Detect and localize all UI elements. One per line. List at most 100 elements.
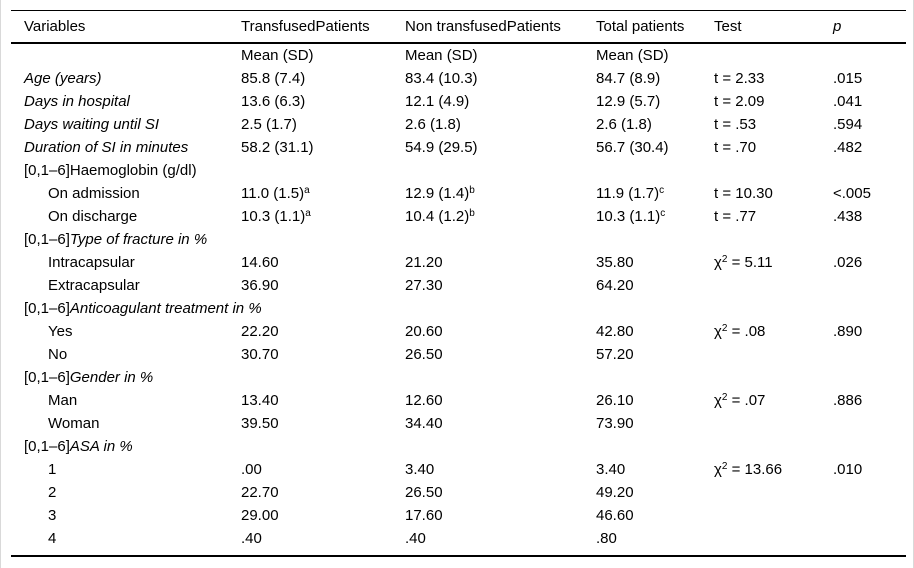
cell-p <box>833 343 906 366</box>
row-label-text: Man <box>48 392 78 409</box>
row-label-text: No <box>48 346 68 363</box>
row-label: [0,1–6]ASA in % <box>11 435 241 458</box>
cell-total: 2.6 (1.8) <box>596 116 652 133</box>
cell-transfused: 39.50 <box>241 415 279 432</box>
table-row: Intracapsular 14.60 21.20 35.80 χ2 = 5.11 .02… <box>11 251 906 274</box>
row-label: Man <box>11 389 241 412</box>
row-label: 3 <box>11 504 241 527</box>
cell-p: .890 <box>833 323 863 340</box>
cell-p: .015 <box>833 70 863 87</box>
cell-p <box>833 297 906 320</box>
cell-total: 49.20 <box>596 484 634 501</box>
cell-total: 3.40 <box>596 461 626 478</box>
cell-total: 26.10 <box>596 392 634 409</box>
cell-non-transfused: 34.40 <box>405 415 443 432</box>
row-label-text: Haemoglobin (g/dl) <box>69 162 197 179</box>
cell-test <box>714 343 833 366</box>
cell-test: t = 2.09 <box>714 93 765 110</box>
cell-non-transfused: 26.50 <box>405 346 443 363</box>
table-row: 1 .00 3.40 3.40 χ2 = 13.66 .010 <box>11 458 906 481</box>
cell-p: .438 <box>833 208 863 225</box>
row-label: Duration of SI in minutes <box>11 136 241 159</box>
row-label: On admission <box>11 182 241 205</box>
cell-transfused: Mean (SD) <box>241 47 314 64</box>
row-label-text: Days waiting until SI <box>24 116 160 133</box>
cell-non-transfused: 17.60 <box>405 507 443 524</box>
cell-test <box>714 481 833 504</box>
table-row: 4.40.40.80 <box>11 527 906 557</box>
cell-total: 35.80 <box>596 254 634 271</box>
table-row: Days in hospital 13.6 (6.3) 12.1 (4.9) 12.9… <box>11 90 906 113</box>
cell-non-transfused: 3.40 <box>405 461 435 478</box>
cell-p <box>833 527 906 557</box>
cell-test: χ2 = .08 <box>714 323 766 340</box>
cell-test: t = 10.30 <box>714 185 773 202</box>
cell-p <box>833 504 906 527</box>
cell-non-transfused: 2.6 (1.8) <box>405 116 461 133</box>
row-label: [0,1–6]Anticoagulant treatment in % <box>11 297 262 320</box>
cell-total: .80 <box>596 527 714 557</box>
cell-test <box>714 274 833 297</box>
table-row: Duration of SI in minutes 58.2 (31.1) 54.9… <box>11 136 906 159</box>
table-row: [0,1–6]Gender in % <box>11 366 906 389</box>
col-header-transfused-patients: TransfusedPatients <box>241 10 405 44</box>
cell-total: 56.7 (30.4) <box>596 139 669 156</box>
cell-transfused <box>241 228 405 251</box>
cell-p <box>833 228 906 251</box>
row-label-text: 3 <box>48 507 57 524</box>
statistics-table-figure: Variables TransfusedPatients Non transfu… <box>11 10 906 557</box>
row-label-prefix: [0,1–6] <box>24 300 70 317</box>
cell-test: t = .77 <box>714 208 757 225</box>
table-row: 2 22.70 26.50 49.20 <box>11 481 906 504</box>
row-label: 2 <box>11 481 241 504</box>
table-row: Extracapsular 36.90 27.30 64.20 <box>11 274 906 297</box>
row-label-prefix: [0,1–6] <box>24 438 70 455</box>
cell-total: 42.80 <box>596 323 634 340</box>
row-label-text: 1 <box>48 461 57 478</box>
cell-test <box>714 159 833 182</box>
table-body: Mean (SD) Mean (SD) Mean (SD) Age (years) 85… <box>11 43 906 557</box>
table-row: Woman 39.50 34.40 73.90 <box>11 412 906 435</box>
cell-transfused: 14.60 <box>241 254 279 271</box>
cell-total: 57.20 <box>596 346 634 363</box>
header-row: Variables TransfusedPatients Non transfu… <box>11 10 906 44</box>
cell-test: χ2 = 5.11 <box>714 254 773 271</box>
table-row: [0,1–6]Anticoagulant treatment in % <box>11 297 906 320</box>
cell-transfused: 13.40 <box>241 392 279 409</box>
row-label-text: Anticoagulant treatment in % <box>69 300 262 317</box>
col-header-total-patients: Total patients <box>596 10 714 44</box>
row-label-text: Days in hospital <box>24 93 130 110</box>
patients-comparison-table: Variables TransfusedPatients Non transfu… <box>11 10 906 557</box>
cell-p <box>833 366 906 389</box>
row-label <box>11 43 241 67</box>
cell-total: 64.20 <box>596 277 634 294</box>
cell-non-transfused: .40 <box>405 527 596 557</box>
row-label-text: On discharge <box>48 208 138 225</box>
cell-transfused: 58.2 (31.1) <box>241 139 314 156</box>
cell-p <box>833 274 906 297</box>
col-header-test: Test <box>714 10 833 44</box>
cell-non-transfused: 54.9 (29.5) <box>405 139 478 156</box>
row-label-text: Woman <box>48 415 100 432</box>
table-row: Man 13.40 12.60 26.10 χ2 = .07 .886 <box>11 389 906 412</box>
cell-p: .010 <box>833 461 863 478</box>
row-label: Days in hospital <box>11 90 241 113</box>
table-row: On discharge 10.3 (1.1)a 10.4 (1.2)b 10.3 (… <box>11 205 906 228</box>
table-row: Yes 22.20 20.60 42.80 χ2 = .08 .890 <box>11 320 906 343</box>
row-label-text: Yes <box>48 323 73 340</box>
col-header-variables: Variables <box>11 10 241 44</box>
cell-p: .594 <box>833 116 863 133</box>
cell-p <box>833 43 906 67</box>
cell-transfused <box>241 297 405 320</box>
row-label: [0,1–6]Haemoglobin (g/dl) <box>11 159 241 182</box>
row-label: Age (years) <box>11 67 241 90</box>
row-label-text: 4 <box>48 530 57 547</box>
row-label-text: Type of fracture in % <box>69 231 208 248</box>
cell-total: 46.60 <box>596 507 634 524</box>
cell-p: .886 <box>833 392 863 409</box>
table-row: Mean (SD) Mean (SD) Mean (SD) <box>11 43 906 67</box>
row-label: No <box>11 343 241 366</box>
cell-test: t = .53 <box>714 116 757 133</box>
cell-non-transfused: 12.9 (1.4)b <box>405 185 475 202</box>
